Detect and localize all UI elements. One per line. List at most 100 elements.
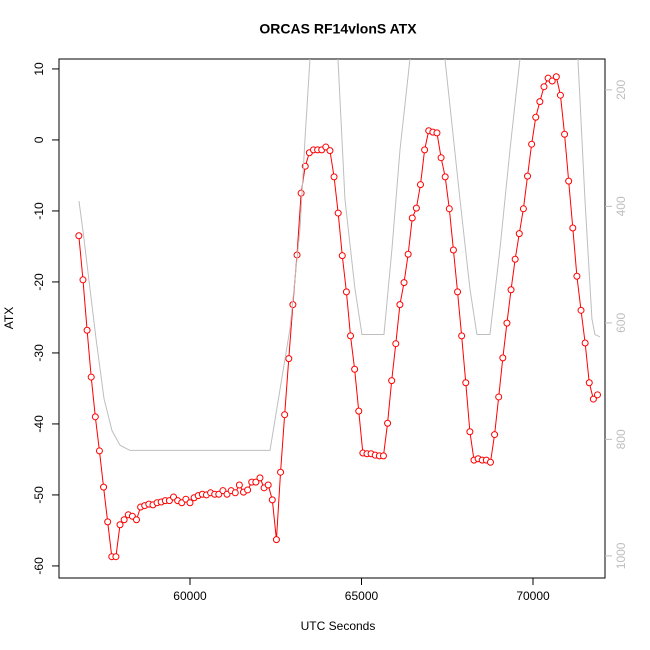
plot-frame [58, 58, 606, 579]
data-point [458, 332, 466, 340]
y2-tick-label: 200 [614, 80, 628, 100]
data-point [400, 279, 408, 287]
y2-tick-label: 600 [614, 313, 628, 333]
data-point [573, 272, 581, 280]
data-point [536, 98, 544, 106]
data-point [272, 536, 280, 544]
data-point [524, 172, 532, 180]
data-point [384, 419, 392, 427]
x-tick-label: 70000 [516, 589, 550, 603]
data-point [95, 447, 103, 455]
data-point [252, 478, 260, 486]
data-point [449, 246, 457, 254]
data-point [437, 154, 445, 162]
x-axis-label: UTC Seconds [301, 619, 376, 633]
data-point [593, 391, 601, 399]
data-point [495, 393, 503, 401]
data-point [330, 173, 338, 181]
y2-tick-label: 1000 [614, 542, 628, 569]
data-point [412, 204, 420, 212]
x-tick-label: 65000 [345, 589, 379, 603]
data-point [355, 407, 363, 415]
data-point [104, 518, 112, 526]
data-point [421, 146, 429, 154]
data-point [75, 232, 83, 240]
data-point [565, 177, 573, 185]
data-point [540, 83, 548, 91]
data-point [433, 129, 441, 137]
data-point [585, 379, 593, 387]
data-point [445, 205, 453, 213]
data-point [491, 431, 499, 439]
data-point [486, 458, 494, 466]
data-point [231, 489, 239, 497]
y2-tick-label: 400 [614, 196, 628, 216]
y-tick-label: -60 [32, 557, 46, 575]
data-point [244, 486, 252, 494]
data-point [112, 553, 120, 561]
data-point [342, 288, 350, 296]
data-point [256, 474, 264, 482]
data-point [297, 189, 305, 197]
data-point [91, 413, 99, 421]
data-point [79, 276, 87, 284]
series-line [78, 59, 601, 451]
data-point [441, 173, 449, 181]
data-point [519, 205, 527, 213]
data-point [334, 209, 342, 217]
data-point [556, 91, 564, 99]
data-point [511, 255, 519, 263]
data-point [132, 516, 140, 524]
data-point [577, 306, 585, 314]
data-point [87, 373, 95, 381]
data-point [120, 516, 128, 524]
data-point [515, 230, 523, 238]
y-axis-label: ATX [2, 307, 16, 329]
data-point [454, 288, 462, 296]
data-point [388, 377, 396, 385]
data-point [277, 468, 285, 476]
data-point [552, 73, 560, 81]
data-point [186, 499, 194, 507]
data-point [396, 301, 404, 309]
data-point [532, 113, 540, 121]
data-point [392, 340, 400, 348]
data-point [338, 252, 346, 260]
y-tick-label: -40 [32, 415, 46, 433]
data-point [235, 481, 243, 489]
data-point [404, 250, 412, 258]
data-point [351, 365, 359, 373]
data-point [462, 379, 470, 387]
data-point [466, 428, 474, 436]
chart-title: ORCAS RF14vlonS ATX [259, 21, 417, 37]
y-tick-label: 0 [32, 136, 46, 143]
data-point [100, 483, 108, 491]
data-point [528, 140, 536, 148]
data-point [264, 481, 272, 489]
data-point [379, 452, 387, 460]
data-point [408, 214, 416, 222]
y-tick-label: -10 [32, 202, 46, 220]
data-point [285, 355, 293, 363]
y-tick-label: -20 [32, 273, 46, 291]
plot-area [75, 59, 601, 561]
data-point [581, 339, 589, 347]
data-point [548, 77, 556, 85]
data-point [281, 411, 289, 419]
y-tick-label: -50 [32, 486, 46, 504]
data-point [499, 354, 507, 362]
x-tick-label: 60000 [173, 589, 207, 603]
data-point [569, 224, 577, 232]
data-point [503, 319, 511, 327]
y-tick-label: -30 [32, 344, 46, 362]
data-point [116, 521, 124, 529]
data-point [347, 332, 355, 340]
data-point [561, 130, 569, 138]
data-point [83, 326, 91, 334]
data-point [507, 286, 515, 294]
data-point [326, 147, 334, 155]
data-point [589, 395, 597, 403]
y-tick-label: 10 [32, 62, 46, 76]
y2-tick-label: 800 [614, 429, 628, 449]
